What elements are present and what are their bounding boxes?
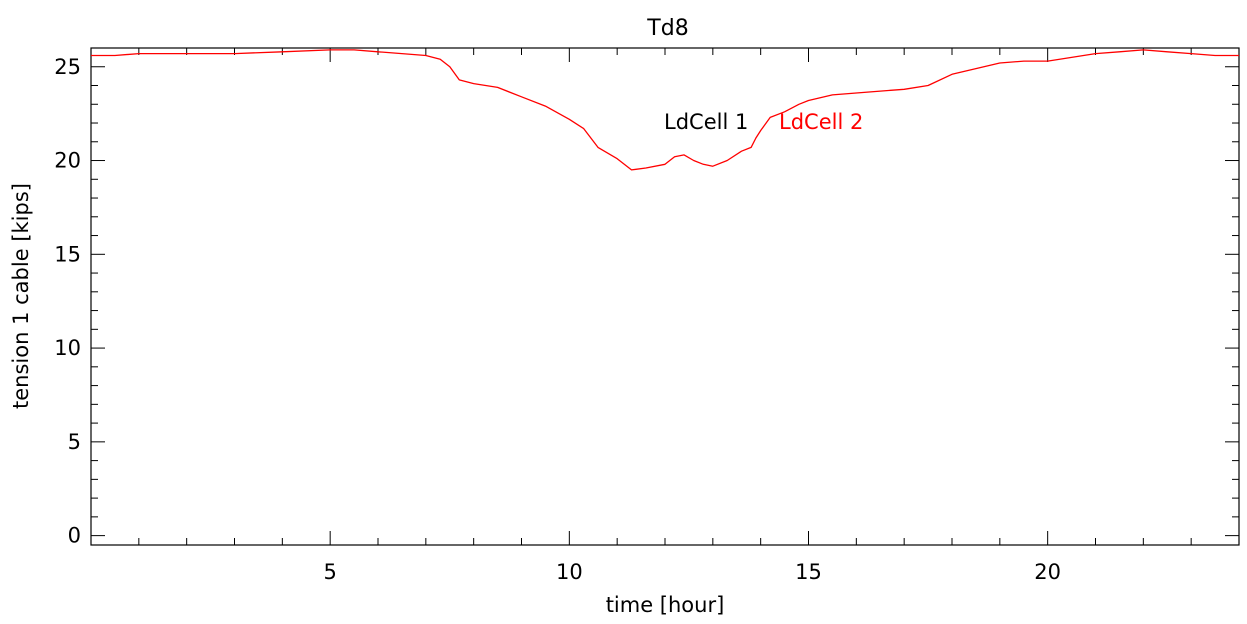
x-tick-label: 5: [323, 560, 336, 584]
legend: LdCell 1 LdCell 2: [664, 110, 863, 134]
y-tick-label: 25: [54, 55, 81, 79]
y-axis-label: tension 1 cable [kips]: [9, 183, 33, 409]
series-layer: [91, 49, 1239, 171]
x-axis-label: time [hour]: [606, 593, 725, 617]
x-tick-label: 10: [556, 560, 583, 584]
legend-entry-1: LdCell 1: [664, 110, 748, 134]
axis-tick-labels: 5 10 15 20 0 5 10 15 20 25: [54, 55, 1061, 584]
y-tick-label: 15: [54, 242, 81, 266]
x-tick-label: 15: [795, 560, 822, 584]
x-tick-label: 20: [1034, 560, 1061, 584]
y-tick-label: 10: [54, 336, 81, 360]
y-tick-label: 5: [68, 430, 81, 454]
legend-entry-2: LdCell 2: [779, 110, 863, 134]
chart-title: Td8: [646, 16, 688, 41]
series-line-2: [91, 49, 1239, 171]
y-tick-label: 20: [54, 149, 81, 173]
y-tick-label: 0: [68, 524, 81, 548]
